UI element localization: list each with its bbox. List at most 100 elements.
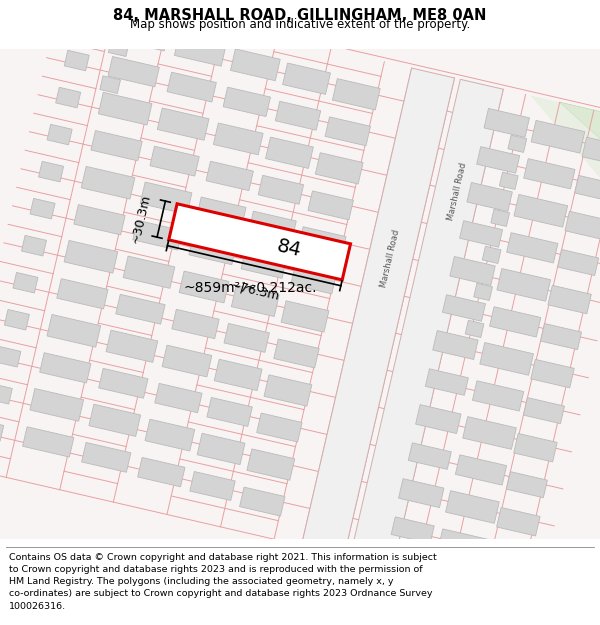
Polygon shape <box>463 417 517 449</box>
Polygon shape <box>541 324 581 349</box>
Polygon shape <box>291 265 336 294</box>
Polygon shape <box>223 87 271 116</box>
Polygon shape <box>241 249 287 278</box>
Polygon shape <box>506 232 558 263</box>
Polygon shape <box>214 359 262 391</box>
Polygon shape <box>57 279 108 309</box>
Polygon shape <box>575 176 600 201</box>
Polygon shape <box>508 135 527 152</box>
Polygon shape <box>145 419 195 451</box>
Polygon shape <box>207 398 253 426</box>
Polygon shape <box>316 152 363 184</box>
Polygon shape <box>169 204 350 280</box>
Polygon shape <box>137 458 185 487</box>
Text: ~76.3m: ~76.3m <box>229 279 281 304</box>
Polygon shape <box>391 517 434 543</box>
Polygon shape <box>531 121 585 153</box>
Polygon shape <box>308 191 353 220</box>
Polygon shape <box>264 375 312 406</box>
Text: Marshall Road: Marshall Road <box>379 228 401 288</box>
Polygon shape <box>179 271 229 303</box>
Text: Contains OS data © Crown copyright and database right 2021. This information is : Contains OS data © Crown copyright and d… <box>9 553 437 611</box>
Polygon shape <box>22 236 47 256</box>
Polygon shape <box>40 352 91 383</box>
Polygon shape <box>565 211 600 240</box>
Polygon shape <box>497 508 540 536</box>
Polygon shape <box>582 138 600 166</box>
Polygon shape <box>64 241 118 273</box>
Polygon shape <box>298 227 346 258</box>
Polygon shape <box>64 50 89 71</box>
Polygon shape <box>283 63 331 94</box>
Polygon shape <box>484 108 529 138</box>
Polygon shape <box>531 359 574 388</box>
Polygon shape <box>73 13 98 34</box>
Polygon shape <box>467 182 512 211</box>
Polygon shape <box>81 166 135 199</box>
Polygon shape <box>325 117 370 146</box>
Polygon shape <box>82 442 131 472</box>
Polygon shape <box>133 220 182 250</box>
Polygon shape <box>175 34 226 66</box>
Polygon shape <box>514 194 568 227</box>
Polygon shape <box>433 331 478 359</box>
Polygon shape <box>489 546 530 572</box>
Polygon shape <box>275 101 321 130</box>
Text: ~859m²/~0.212ac.: ~859m²/~0.212ac. <box>184 281 317 294</box>
Polygon shape <box>398 479 444 508</box>
Polygon shape <box>109 39 129 56</box>
Polygon shape <box>524 159 575 189</box>
Polygon shape <box>480 342 533 375</box>
Polygon shape <box>274 339 319 368</box>
Polygon shape <box>499 173 518 189</box>
Polygon shape <box>197 433 245 464</box>
Polygon shape <box>155 383 202 412</box>
Polygon shape <box>472 381 524 411</box>
Polygon shape <box>167 72 217 102</box>
Polygon shape <box>476 147 520 173</box>
Polygon shape <box>106 330 158 362</box>
Polygon shape <box>281 301 329 332</box>
Polygon shape <box>38 161 64 182</box>
Polygon shape <box>247 449 295 480</box>
Polygon shape <box>56 88 81 108</box>
Polygon shape <box>30 389 83 421</box>
Polygon shape <box>332 79 380 110</box>
Polygon shape <box>162 345 212 377</box>
Polygon shape <box>460 221 503 248</box>
Polygon shape <box>0 384 13 404</box>
Polygon shape <box>482 246 501 264</box>
Polygon shape <box>301 68 454 556</box>
Polygon shape <box>157 108 209 140</box>
Polygon shape <box>455 455 506 485</box>
Polygon shape <box>491 209 509 226</box>
Polygon shape <box>506 472 547 498</box>
Polygon shape <box>224 323 269 352</box>
Polygon shape <box>13 272 38 293</box>
Text: 84: 84 <box>275 236 303 261</box>
Polygon shape <box>100 76 121 94</box>
Polygon shape <box>239 487 285 516</box>
Polygon shape <box>416 404 461 434</box>
Polygon shape <box>47 124 72 145</box>
Polygon shape <box>425 369 469 396</box>
Polygon shape <box>408 443 451 469</box>
Polygon shape <box>116 294 165 324</box>
Polygon shape <box>514 433 557 462</box>
Text: ~30.3m: ~30.3m <box>129 193 153 245</box>
Text: Map shows position and indicative extent of the property.: Map shows position and indicative extent… <box>130 18 470 31</box>
Text: Marshall Road: Marshall Road <box>446 162 468 221</box>
Polygon shape <box>523 398 565 424</box>
Polygon shape <box>474 283 493 301</box>
Polygon shape <box>438 529 490 559</box>
Polygon shape <box>89 404 140 436</box>
Polygon shape <box>465 320 484 338</box>
Polygon shape <box>490 307 541 337</box>
Polygon shape <box>98 92 152 125</box>
Text: 84, MARSHALL ROAD, GILLINGHAM, ME8 0AN: 84, MARSHALL ROAD, GILLINGHAM, ME8 0AN <box>113 8 487 22</box>
Polygon shape <box>172 309 219 339</box>
Polygon shape <box>4 309 29 330</box>
Polygon shape <box>115 18 169 51</box>
Polygon shape <box>0 421 4 441</box>
Polygon shape <box>196 197 246 229</box>
